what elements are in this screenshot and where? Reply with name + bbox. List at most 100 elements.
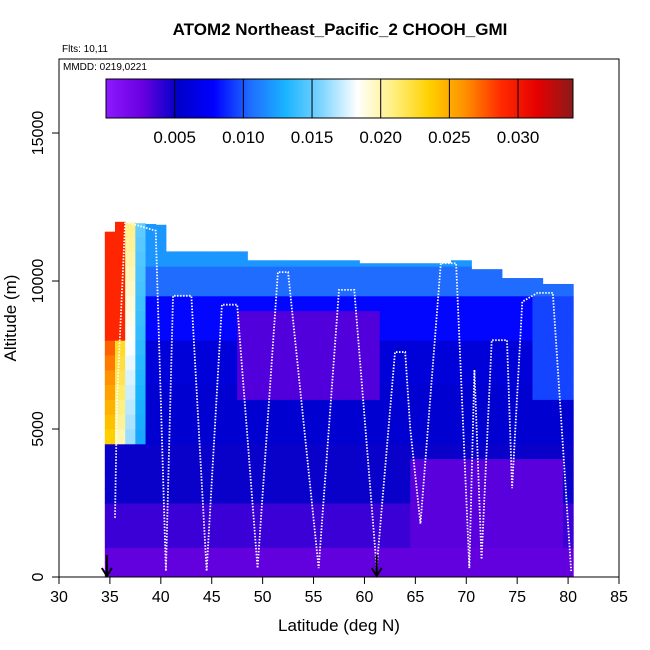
heatmap-cell — [451, 473, 462, 489]
heatmap-cell — [461, 399, 472, 415]
heatmap-cell — [318, 547, 330, 563]
heatmap-cell — [257, 260, 269, 267]
heatmap-cell — [339, 532, 350, 548]
heatmap-cell — [430, 458, 442, 474]
heatmap-cell — [410, 266, 421, 282]
heatmap-cell — [400, 384, 411, 400]
heatmap-cell — [155, 547, 167, 563]
heatmap-cell — [563, 384, 574, 400]
heatmap-cell — [237, 310, 248, 326]
heatmap-cell — [328, 503, 340, 519]
heatmap-cell — [379, 310, 391, 326]
heatmap-cell — [430, 532, 442, 548]
heatmap-cell — [552, 443, 564, 460]
heatmap-cell — [145, 414, 157, 430]
heatmap-cell — [135, 488, 147, 504]
heatmap-cell — [451, 488, 462, 504]
y-tick-label: 10000 — [30, 259, 47, 304]
heatmap-cell — [400, 562, 411, 578]
heatmap-cell — [481, 325, 493, 341]
heatmap-cell — [451, 532, 462, 548]
heatmap-cell — [145, 310, 157, 326]
x-tick-label: 65 — [406, 589, 424, 606]
heatmap-cell — [135, 399, 147, 415]
heatmap-cell — [542, 562, 554, 578]
heatmap-cell — [104, 414, 116, 430]
heatmap-cell — [247, 503, 259, 519]
heatmap-cell — [339, 429, 350, 445]
heatmap-cell — [298, 517, 309, 534]
heatmap-cell — [206, 473, 218, 489]
heatmap-cell — [277, 414, 289, 430]
heatmap-cell — [542, 547, 554, 563]
heatmap-cell — [216, 399, 228, 415]
heatmap-cell — [471, 473, 483, 489]
heatmap-cell — [369, 473, 381, 489]
heatmap-cell — [563, 488, 574, 504]
heatmap-cell — [176, 443, 187, 460]
heatmap-cell — [227, 503, 238, 519]
heatmap-cell — [257, 295, 269, 312]
heatmap-cell — [247, 266, 259, 282]
heatmap-cell — [115, 251, 126, 267]
heatmap-cell — [471, 369, 483, 386]
heatmap-cell — [277, 295, 289, 312]
heatmap-cell — [410, 295, 421, 312]
heatmap-cell — [267, 399, 279, 415]
heatmap-cell — [247, 281, 259, 297]
heatmap-cell — [389, 443, 401, 460]
heatmap-cell — [522, 547, 533, 563]
heatmap-cell — [135, 414, 147, 430]
heatmap-cell — [216, 473, 228, 489]
heatmap-cell — [369, 488, 381, 504]
heatmap-cell — [501, 384, 513, 400]
colorbar: 0.005 0.010 0.015 0.020 0.025 0.030 — [105, 78, 574, 147]
heatmap-cell — [237, 517, 248, 534]
heatmap-cell — [430, 263, 442, 267]
heatmap-cell — [491, 399, 503, 415]
heatmap-cell — [186, 340, 197, 356]
heatmap-cell — [451, 340, 462, 356]
heatmap-cell — [440, 562, 452, 578]
heatmap-cell — [471, 503, 483, 519]
heatmap-cell — [410, 281, 421, 297]
heatmap-cell — [430, 340, 442, 356]
heatmap-cell — [481, 562, 493, 578]
heatmap-cell — [349, 281, 360, 297]
heatmap-cell — [247, 547, 259, 563]
heatmap-cell — [349, 355, 360, 371]
heatmap-cell — [298, 429, 309, 445]
heatmap-cell — [512, 355, 523, 371]
heatmap-cell — [400, 266, 411, 282]
heatmap-cell — [196, 310, 208, 326]
heatmap-cell — [440, 517, 452, 534]
x-tick-label: 75 — [508, 589, 526, 606]
x-axis-label: Latitude (deg N) — [278, 616, 400, 635]
heatmap-cell — [359, 443, 371, 460]
heatmap-cell — [481, 443, 493, 460]
heatmap-cell — [247, 295, 259, 312]
heatmap-cell — [308, 295, 320, 312]
heatmap-cell — [277, 429, 289, 445]
y-axis: 0 5000 10000 15000 — [30, 111, 59, 581]
heatmap-cell — [369, 369, 381, 386]
heatmap-cell — [430, 295, 442, 312]
heatmap-cell — [277, 266, 289, 282]
heatmap-cell — [359, 488, 371, 504]
heatmap-cell — [196, 429, 208, 445]
heatmap-cell — [440, 488, 452, 504]
heatmap-cell — [379, 532, 391, 548]
heatmap-cell — [216, 295, 228, 312]
heatmap-cell — [471, 429, 483, 445]
heatmap-cell — [206, 325, 218, 341]
heatmap-cell — [359, 266, 371, 282]
heatmap-cell — [339, 562, 350, 578]
heatmap-cell — [115, 221, 126, 238]
heatmap-cell — [410, 532, 421, 548]
heatmap-cell — [247, 355, 259, 371]
heatmap-cell — [389, 340, 401, 356]
heatmap-cell — [389, 517, 401, 534]
heatmap-cell — [389, 562, 401, 578]
heatmap-cell — [104, 310, 116, 326]
heatmap-cell — [155, 443, 167, 460]
